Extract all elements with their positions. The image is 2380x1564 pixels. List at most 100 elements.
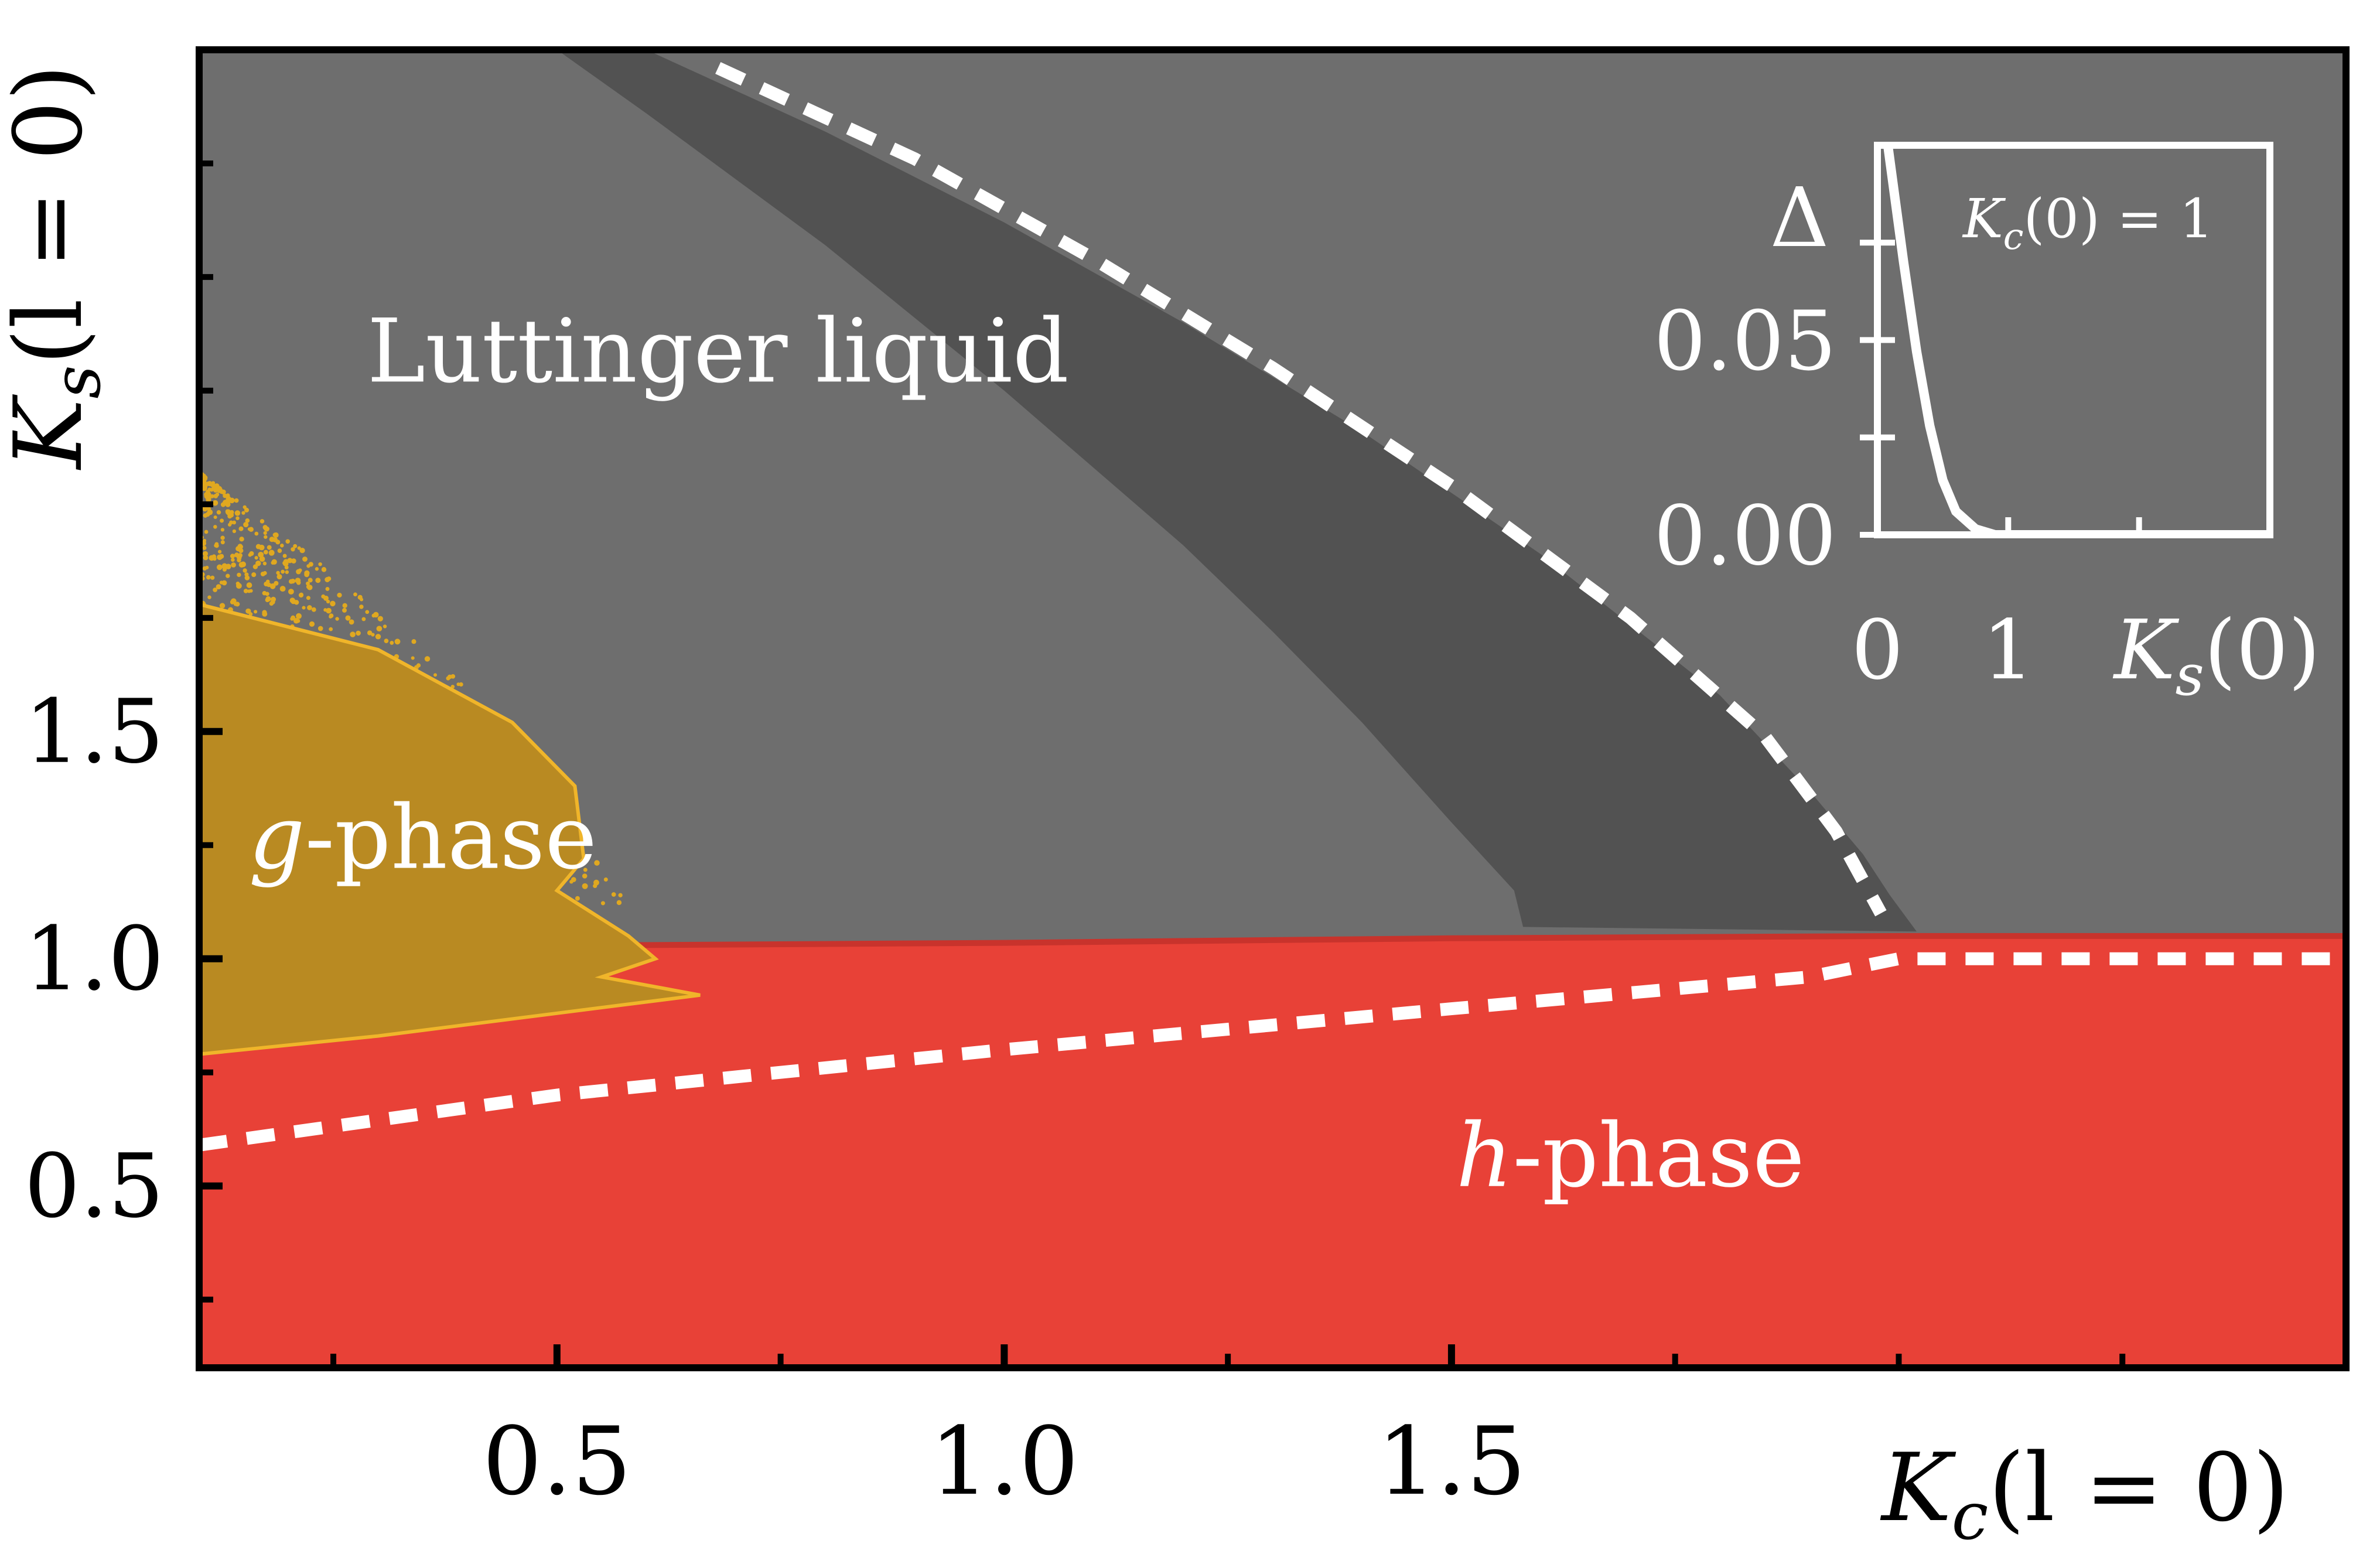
g-phase-dot xyxy=(270,585,275,589)
g-phase-dot xyxy=(238,548,244,554)
g-phase-dot xyxy=(217,549,222,554)
g-phase-dot xyxy=(244,575,250,580)
g-phase-dot xyxy=(329,613,334,618)
g-phase-dot xyxy=(243,568,247,573)
g-phase-dot xyxy=(296,613,302,619)
g-phase-dot xyxy=(214,542,219,547)
g-phase-dot xyxy=(304,570,310,576)
g-phase-dot xyxy=(416,663,421,668)
g-phase-dot xyxy=(216,584,221,590)
g-phase-dot xyxy=(238,526,244,531)
g-phase-dot xyxy=(371,633,375,637)
y-axis-label: Ks(l = 0) xyxy=(0,64,115,471)
main-axis-ticks: 0.5 1.0 1.5 0.5 1.0 1.5 xyxy=(24,47,2349,1516)
g-phase-dot xyxy=(603,877,608,882)
g-phase-dot xyxy=(235,516,240,520)
g-phase-dot xyxy=(231,562,236,568)
g-phase-dot xyxy=(265,579,270,583)
g-phase-dot xyxy=(202,566,207,571)
g-phase-dot xyxy=(308,578,313,583)
g-phase-dot xyxy=(315,578,321,583)
g-phase-dot xyxy=(252,564,258,569)
g-phase-dot xyxy=(236,583,241,587)
g-phase-dot xyxy=(246,582,252,588)
g-phase-dot xyxy=(232,520,237,525)
x-tick-label: 0.5 xyxy=(483,1406,631,1516)
g-phase-dot xyxy=(571,877,576,882)
g-phase-dot xyxy=(377,616,383,621)
g-phase-dot xyxy=(233,602,238,606)
g-phase-dot xyxy=(383,624,387,629)
g-phase-dot xyxy=(335,617,339,621)
g-phase-dot xyxy=(234,498,239,503)
g-phase-dot xyxy=(240,561,246,568)
g-phase-dot xyxy=(258,551,264,558)
g-phase-dot xyxy=(330,600,336,607)
g-phase-dot xyxy=(203,555,209,561)
g-phase-dot xyxy=(265,592,269,596)
g-phase-dot xyxy=(220,540,225,545)
g-phase-dot xyxy=(220,518,224,523)
x-tick-label: 1.5 xyxy=(1377,1406,1526,1516)
g-phase-dot xyxy=(293,618,299,624)
g-phase-dot xyxy=(575,896,580,901)
g-phase-dot xyxy=(234,552,240,558)
g-phase-dot xyxy=(384,638,389,643)
g-phase-dot xyxy=(225,509,231,515)
g-phase-dot xyxy=(213,588,218,592)
g-phase-dot xyxy=(307,585,313,590)
g-phase-dot xyxy=(267,582,271,588)
g-phase-dot xyxy=(390,640,394,645)
g-phase-dot xyxy=(243,522,249,528)
g-phase-dot xyxy=(267,545,272,550)
g-phase-dot xyxy=(459,682,463,687)
g-phase-dot xyxy=(271,561,275,565)
g-phase-dot xyxy=(213,525,217,529)
g-phase-dot xyxy=(353,592,357,597)
g-phase-dot xyxy=(203,538,207,542)
g-phase-dot xyxy=(357,595,363,600)
g-phase-dot xyxy=(295,578,301,583)
g-phase-dot xyxy=(583,868,588,872)
g-phase-dot xyxy=(206,575,211,580)
g-phase-dot xyxy=(279,586,286,592)
g-phase-dot xyxy=(349,619,354,625)
g-phase-dot xyxy=(216,510,221,515)
g-phase-dot xyxy=(285,570,289,574)
inset-x-axis-label: Ks(0) xyxy=(2112,603,2320,708)
g-phase-dot xyxy=(234,510,241,516)
g-phase-dot xyxy=(272,532,278,538)
g-phase-dot xyxy=(204,530,209,534)
inset-y-tick-label: 0.00 xyxy=(1654,489,1836,584)
g-phase-dot xyxy=(359,605,364,609)
inset-y-tick-label: 0.05 xyxy=(1654,294,1836,390)
g-phase-dot xyxy=(259,519,265,524)
g-phase-dot xyxy=(282,554,287,558)
g-phase-dot xyxy=(207,487,212,491)
g-phase-dot xyxy=(322,566,326,572)
g-phase-dot xyxy=(205,512,210,517)
g-phase-dot xyxy=(238,553,243,558)
g-phase-dot xyxy=(204,493,209,497)
g-phase-dot xyxy=(255,560,261,566)
g-phase-dot xyxy=(244,507,250,513)
g-phase-dot xyxy=(212,500,218,506)
g-phase-dot xyxy=(226,493,230,498)
g-phase-dot xyxy=(293,600,299,605)
g-phase-dot xyxy=(291,547,295,552)
g-phase-dot xyxy=(329,627,333,631)
g-phase-dot xyxy=(217,554,223,561)
y-tick-label: 0.5 xyxy=(24,1136,164,1238)
g-phase-dot xyxy=(306,596,310,600)
g-phase-dot xyxy=(307,605,312,610)
g-phase-dot xyxy=(269,549,275,555)
g-phase-dot xyxy=(254,556,258,560)
g-phase-dot xyxy=(285,539,291,544)
g-phase-dot xyxy=(306,564,310,568)
g-phase-dot xyxy=(593,883,597,889)
g-phase-dot xyxy=(248,527,254,532)
g-phase-dot xyxy=(262,610,267,615)
g-phase-dot xyxy=(318,562,322,566)
inset-gap-curve xyxy=(1883,145,2270,535)
g-phase-dot xyxy=(311,607,316,612)
